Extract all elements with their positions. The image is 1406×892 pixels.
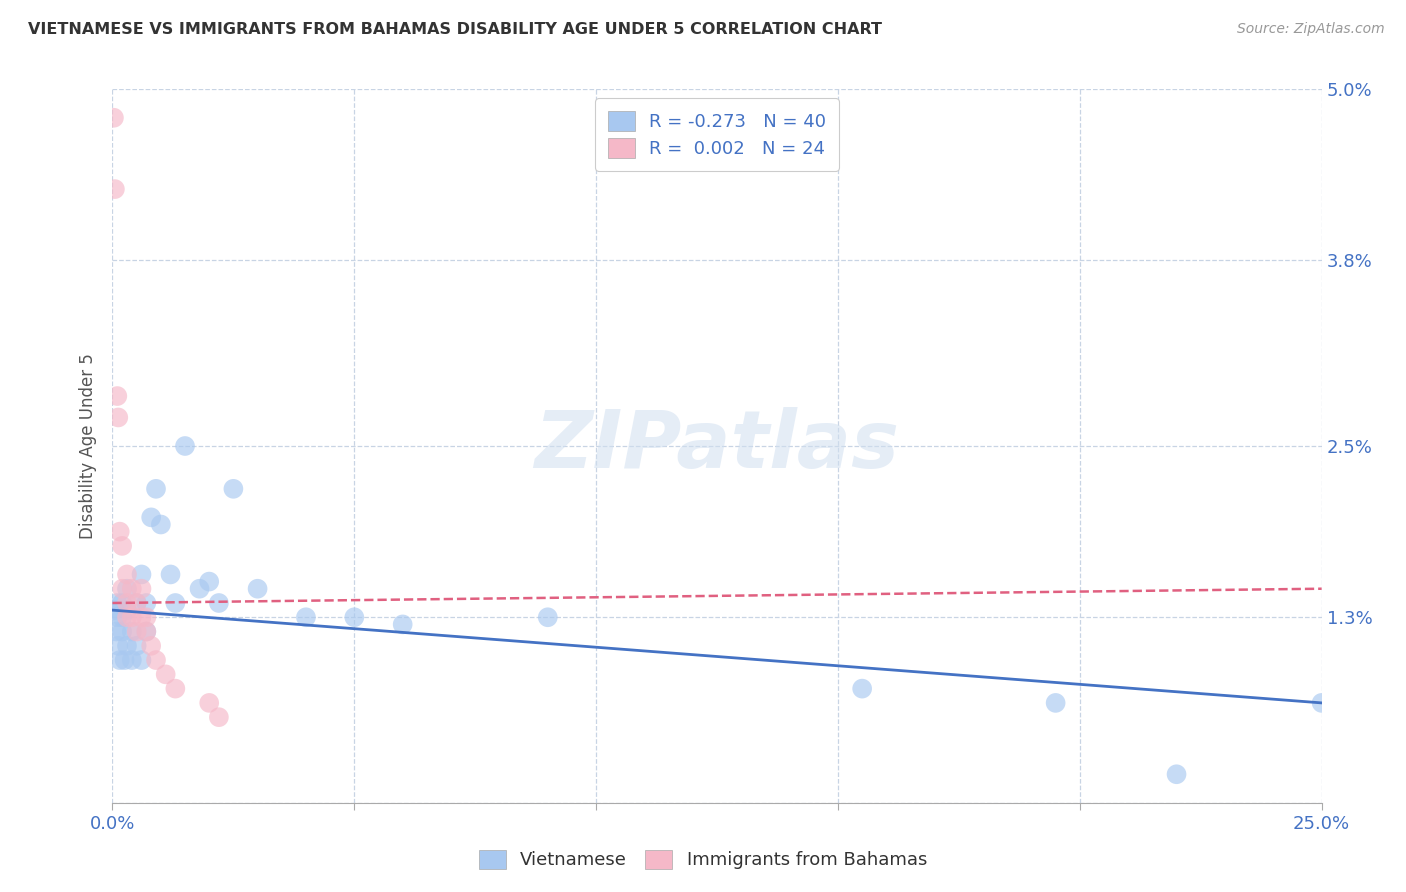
Point	[391, 617, 413, 632]
Point	[155, 667, 177, 681]
Point	[105, 624, 128, 639]
Text: ZIPatlas: ZIPatlas	[534, 407, 900, 485]
Point	[135, 596, 157, 610]
Point	[115, 610, 138, 624]
Legend: R = -0.273   N = 40, R =  0.002   N = 24: R = -0.273 N = 40, R = 0.002 N = 24	[595, 98, 839, 170]
Point	[165, 596, 187, 610]
Point	[145, 482, 167, 496]
Point	[295, 610, 318, 624]
Point	[198, 574, 221, 589]
Point	[131, 582, 153, 596]
Point	[208, 596, 231, 610]
Point	[115, 596, 138, 610]
Point	[108, 653, 131, 667]
Point	[105, 389, 128, 403]
Point	[125, 639, 148, 653]
Point	[222, 482, 245, 496]
Point	[246, 582, 269, 596]
Point	[851, 681, 873, 696]
Point	[537, 610, 560, 624]
Point	[104, 603, 127, 617]
Point	[105, 596, 128, 610]
Point	[111, 539, 134, 553]
Point	[1166, 767, 1188, 781]
Point	[141, 510, 163, 524]
Point	[115, 582, 138, 596]
Point	[125, 596, 148, 610]
Point	[135, 610, 157, 624]
Point	[111, 582, 134, 596]
Point	[115, 603, 138, 617]
Point	[141, 639, 163, 653]
Point	[149, 517, 172, 532]
Point	[165, 681, 187, 696]
Point	[131, 610, 153, 624]
Point	[107, 639, 129, 653]
Point	[111, 624, 134, 639]
Point	[107, 410, 129, 425]
Point	[105, 610, 128, 624]
Point	[125, 596, 148, 610]
Point	[1310, 696, 1333, 710]
Point	[115, 639, 138, 653]
Y-axis label: Disability Age Under 5: Disability Age Under 5	[79, 353, 97, 539]
Point	[121, 582, 143, 596]
Text: Source: ZipAtlas.com: Source: ZipAtlas.com	[1237, 22, 1385, 37]
Point	[131, 653, 153, 667]
Point	[198, 696, 221, 710]
Point	[135, 624, 157, 639]
Text: VIETNAMESE VS IMMIGRANTS FROM BAHAMAS DISABILITY AGE UNDER 5 CORRELATION CHART: VIETNAMESE VS IMMIGRANTS FROM BAHAMAS DI…	[28, 22, 882, 37]
Point	[115, 567, 138, 582]
Point	[114, 653, 136, 667]
Point	[131, 567, 153, 582]
Point	[174, 439, 197, 453]
Point	[159, 567, 181, 582]
Point	[1045, 696, 1067, 710]
Point	[121, 624, 143, 639]
Point	[121, 653, 143, 667]
Point	[121, 610, 143, 624]
Point	[111, 610, 134, 624]
Point	[343, 610, 366, 624]
Point	[125, 624, 148, 639]
Point	[108, 524, 131, 539]
Point	[104, 182, 127, 196]
Point	[111, 596, 134, 610]
Point	[103, 111, 125, 125]
Point	[145, 653, 167, 667]
Legend: Vietnamese, Immigrants from Bahamas: Vietnamese, Immigrants from Bahamas	[470, 840, 936, 879]
Point	[208, 710, 231, 724]
Point	[188, 582, 211, 596]
Point	[135, 624, 157, 639]
